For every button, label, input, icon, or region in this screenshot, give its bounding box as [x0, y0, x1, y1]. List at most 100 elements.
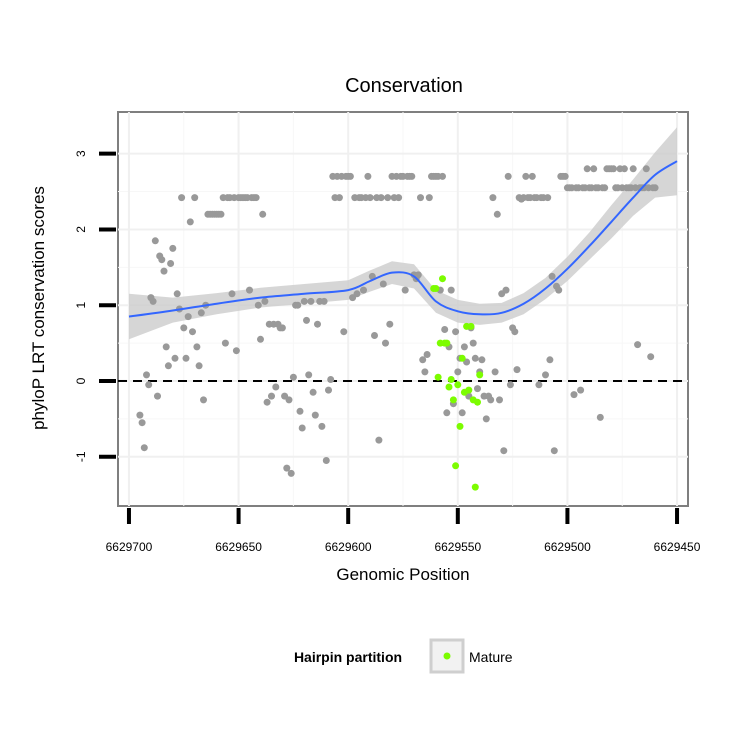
data-point [298, 424, 306, 432]
data-point [287, 469, 295, 477]
data-point [294, 301, 302, 309]
data-point [140, 444, 148, 452]
data-point [186, 218, 194, 226]
data-point [221, 339, 229, 347]
data-point [320, 297, 328, 305]
data-point [263, 398, 271, 406]
data-point [441, 326, 449, 333]
data-point [493, 210, 501, 218]
legend-key-mature [429, 638, 465, 674]
y-tick-label: -1 [74, 451, 88, 462]
data-point [259, 210, 267, 218]
data-point [268, 392, 275, 400]
data-point [504, 172, 512, 180]
data-point [296, 407, 304, 415]
data-point [360, 286, 367, 294]
data-point [158, 256, 166, 264]
data-point [246, 286, 253, 294]
data-point [340, 328, 348, 336]
data-point [149, 297, 157, 305]
data-point [542, 371, 549, 379]
data-point [195, 362, 203, 370]
data-point [522, 172, 530, 180]
data-point [596, 413, 604, 421]
data-point [285, 396, 293, 404]
data-point [327, 376, 335, 383]
chart-title: Conservation [345, 75, 463, 97]
data-point [555, 286, 563, 294]
data-point [307, 297, 315, 305]
data-point-mature [443, 339, 451, 347]
data-point [162, 343, 170, 351]
data-point [460, 343, 468, 351]
data-point [261, 297, 269, 305]
legend-title: Hairpin partition [294, 649, 402, 665]
data-point [375, 436, 383, 444]
data-point [395, 194, 403, 202]
data-point [496, 396, 503, 404]
legend: Hairpin partition Mature [294, 638, 513, 674]
data-point [447, 286, 455, 294]
y-tick-label: 1 [74, 302, 88, 309]
y-tick-label: 3 [74, 150, 88, 157]
data-point [193, 343, 201, 351]
data-point-mature [434, 373, 442, 381]
data-point-mature [449, 396, 457, 404]
x-tick-label: 6629500 [544, 540, 591, 554]
points-other [136, 165, 659, 477]
data-point [629, 165, 637, 173]
data-point [489, 194, 497, 202]
data-point-mature [456, 422, 464, 430]
data-point [143, 371, 150, 379]
data-point [401, 286, 409, 294]
x-tick-label: 6629700 [106, 540, 153, 554]
data-point [419, 356, 427, 364]
data-point [300, 297, 308, 305]
data-point [511, 328, 519, 336]
data-point [366, 194, 374, 202]
data-point [154, 392, 161, 400]
data-point [561, 172, 569, 180]
data-point [171, 354, 179, 362]
data-point [309, 388, 317, 396]
confidence-band [129, 127, 677, 340]
data-point [421, 368, 429, 376]
y-axis-title: phyloP LRT conservation scores [29, 186, 48, 430]
data-point-mature [474, 398, 481, 406]
data-point [583, 165, 591, 173]
data-point [414, 271, 422, 279]
y-axis: -1 0 1 2 3 [74, 150, 116, 462]
data-point [535, 381, 543, 389]
data-point-mature [445, 383, 453, 391]
smooth-curve [128, 160, 678, 318]
data-point [145, 381, 153, 389]
data-point [180, 324, 188, 332]
data-point [642, 165, 650, 173]
legend-marker-mature [443, 652, 451, 660]
data-point-mature [465, 386, 473, 394]
data-point [458, 409, 466, 417]
data-point [346, 172, 354, 180]
data-point [252, 194, 260, 202]
y-tick-label: 0 [74, 377, 88, 384]
data-point [478, 356, 486, 364]
data-point-mature [471, 483, 479, 491]
data-point [487, 396, 495, 404]
data-point-mature [467, 322, 475, 330]
data-point [197, 309, 205, 317]
data-point [417, 194, 424, 202]
data-point [471, 354, 479, 362]
data-point [513, 366, 521, 374]
smooth-line [128, 160, 678, 318]
data-point-mature [432, 285, 440, 292]
confidence-band-area [129, 127, 677, 340]
data-point [379, 280, 387, 288]
x-tick-label: 6629550 [434, 540, 481, 554]
data-point [353, 290, 361, 298]
data-point [368, 272, 376, 280]
data-point-mature [476, 371, 484, 379]
data-point [647, 353, 655, 361]
data-point-mature [439, 275, 446, 283]
data-point [173, 290, 181, 298]
data-point [272, 383, 280, 391]
